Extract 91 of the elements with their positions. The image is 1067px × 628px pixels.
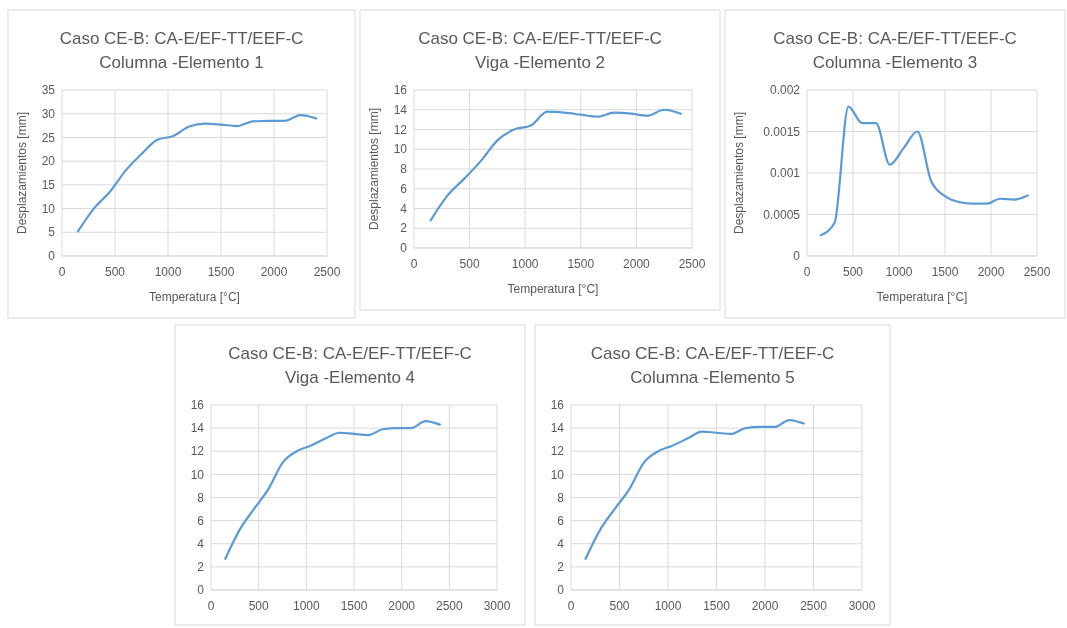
x-tick-label: 500 — [459, 257, 480, 271]
x-tick-label: 3000 — [848, 599, 876, 613]
y-tick-label: 8 — [197, 490, 205, 505]
y-tick-label: 0 — [400, 241, 408, 256]
x-tick-label: 500 — [842, 265, 864, 279]
y-tick-label: 25 — [41, 130, 56, 145]
y-tick-label: 4 — [557, 536, 565, 551]
x-tick-label: 3000 — [483, 599, 511, 613]
chart-title: Caso CE-B: CA-E/EF-TT/EEF-C — [59, 29, 304, 48]
chart-title: Caso CE-B: CA-E/EF-TT/EEF-C — [418, 29, 662, 48]
x-tick-label: 2000 — [260, 265, 288, 279]
y-axis-title: Desplazamientos [mm] — [15, 111, 29, 235]
x-tick-label: 1500 — [703, 599, 731, 613]
chart-subtitle: Columna -Elemento 5 — [630, 368, 795, 387]
x-tick-label: 1000 — [885, 265, 913, 279]
y-tick-label: 0.0005 — [763, 207, 801, 222]
y-tick-label: 8 — [557, 490, 565, 505]
y-axis-title: Desplazamientos [mm] — [732, 111, 746, 235]
x-tick-label: 2500 — [678, 257, 706, 271]
y-tick-label: 16 — [550, 398, 565, 413]
y-tick-label: 30 — [41, 106, 56, 121]
y-tick-label: 15 — [41, 178, 56, 193]
line-series — [819, 105, 1029, 237]
x-tick-label: 1000 — [292, 599, 320, 613]
y-axis-title: Desplazamientos [mm] — [367, 107, 381, 231]
chart-subtitle: Viga -Elemento 2 — [474, 53, 606, 72]
y-tick-label: 10 — [393, 142, 408, 157]
x-tick-label: 0 — [803, 265, 811, 279]
chart-subtitle: Columna -Elemento 3 — [812, 53, 978, 72]
x-tick-label: 500 — [609, 599, 630, 613]
y-tick-label: 10 — [190, 467, 205, 482]
x-tick-label: 2500 — [435, 599, 463, 613]
line-series — [584, 418, 805, 560]
x-tick-label: 2000 — [751, 599, 779, 613]
y-tick-label: 12 — [550, 444, 565, 459]
line-series — [224, 420, 441, 560]
x-tick-label: 0 — [207, 599, 215, 613]
line-series — [429, 108, 682, 222]
x-tick-label: 1000 — [154, 265, 182, 279]
x-tick-label: 2000 — [977, 265, 1005, 279]
y-tick-label: 10 — [550, 467, 565, 482]
y-tick-label: 8 — [400, 162, 408, 177]
y-tick-label: 12 — [393, 122, 408, 137]
y-tick-label: 10 — [41, 201, 56, 216]
y-tick-label: 2 — [557, 560, 565, 575]
chart-title: Caso CE-B: CA-E/EF-TT/EEF-C — [773, 29, 1017, 48]
x-tick-label: 2500 — [1023, 265, 1051, 279]
y-tick-label: 6 — [400, 181, 408, 196]
y-tick-label: 16 — [190, 398, 205, 413]
y-tick-label: 6 — [197, 513, 205, 528]
y-tick-label: 0.001 — [769, 166, 801, 181]
y-tick-label: 2 — [400, 221, 408, 236]
y-tick-label: 12 — [190, 444, 205, 459]
x-tick-label: 1000 — [654, 599, 682, 613]
y-tick-label: 5 — [48, 225, 56, 240]
x-tick-label: 500 — [248, 599, 269, 613]
x-axis-title: Temperatura [°C] — [876, 290, 968, 304]
y-tick-label: 14 — [550, 421, 565, 436]
chart-subtitle: Viga -Elemento 4 — [284, 368, 416, 387]
y-tick-label: 0 — [557, 583, 565, 598]
chart-subtitle: Columna -Elemento 1 — [99, 53, 264, 72]
y-tick-label: 16 — [393, 83, 408, 98]
y-tick-label: 0.0015 — [763, 124, 801, 139]
y-tick-label: 0.002 — [769, 83, 801, 98]
line-series — [76, 114, 318, 233]
chart-title: Caso CE-B: CA-E/EF-TT/EEF-C — [590, 344, 835, 363]
x-tick-label: 0 — [410, 257, 418, 271]
x-tick-label: 2000 — [388, 599, 416, 613]
y-tick-label: 20 — [41, 154, 56, 169]
x-axis-title: Temperatura [°C] — [149, 290, 240, 304]
y-tick-label: 4 — [197, 536, 205, 551]
x-tick-label: 1500 — [567, 257, 595, 271]
x-axis-title: Temperatura [°C] — [507, 282, 599, 296]
y-tick-label: 14 — [393, 102, 408, 117]
y-tick-label: 6 — [557, 513, 565, 528]
chart-title: Caso CE-B: CA-E/EF-TT/EEF-C — [228, 344, 472, 363]
x-tick-label: 1500 — [931, 265, 959, 279]
x-tick-label: 2500 — [313, 265, 341, 279]
y-tick-label: 4 — [400, 201, 408, 216]
x-tick-label: 1000 — [511, 257, 539, 271]
y-tick-label: 35 — [41, 83, 56, 98]
x-tick-label: 0 — [567, 599, 575, 613]
x-tick-label: 1500 — [340, 599, 368, 613]
y-tick-label: 14 — [190, 421, 205, 436]
y-tick-label: 0 — [197, 583, 205, 598]
y-tick-label: 2 — [197, 560, 205, 575]
x-tick-label: 500 — [104, 265, 126, 279]
x-tick-label: 1500 — [207, 265, 235, 279]
x-tick-label: 0 — [58, 265, 66, 279]
x-tick-label: 2500 — [800, 599, 828, 613]
x-tick-label: 2000 — [623, 257, 651, 271]
